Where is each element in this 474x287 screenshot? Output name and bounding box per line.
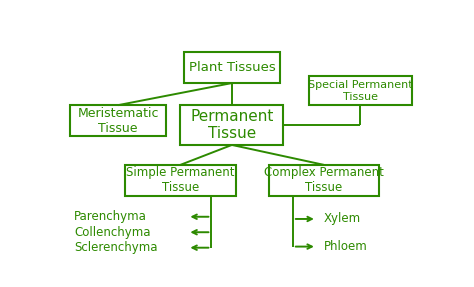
FancyBboxPatch shape <box>125 165 236 196</box>
Text: Xylem: Xylem <box>324 212 361 226</box>
FancyBboxPatch shape <box>269 165 379 196</box>
Text: Special Permanent
Tissue: Special Permanent Tissue <box>308 80 413 102</box>
Text: Parenchyma: Parenchyma <box>74 210 147 223</box>
Text: Meristematic
Tissue: Meristematic Tissue <box>77 107 159 135</box>
Text: Sclerenchyma: Sclerenchyma <box>74 241 157 254</box>
Text: Phloem: Phloem <box>324 240 367 253</box>
Text: Plant Tissues: Plant Tissues <box>189 61 275 74</box>
Text: Permanent
Tissue: Permanent Tissue <box>190 109 273 141</box>
FancyBboxPatch shape <box>184 52 280 83</box>
Text: Collenchyma: Collenchyma <box>74 226 150 239</box>
FancyBboxPatch shape <box>70 105 166 136</box>
Text: Complex Permanent
Tissue: Complex Permanent Tissue <box>264 166 383 194</box>
FancyBboxPatch shape <box>181 105 283 145</box>
FancyBboxPatch shape <box>309 76 412 105</box>
Text: Simple Permanent
Tissue: Simple Permanent Tissue <box>126 166 235 194</box>
